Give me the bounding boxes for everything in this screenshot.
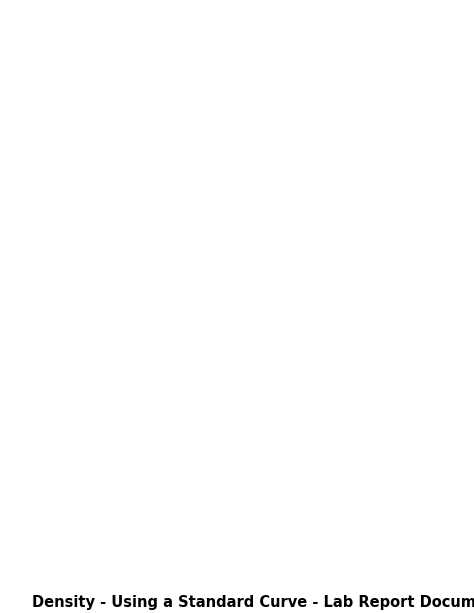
Text: Density - Using a Standard Curve - Lab Report Document -: Density - Using a Standard Curve - Lab R… — [32, 595, 474, 610]
